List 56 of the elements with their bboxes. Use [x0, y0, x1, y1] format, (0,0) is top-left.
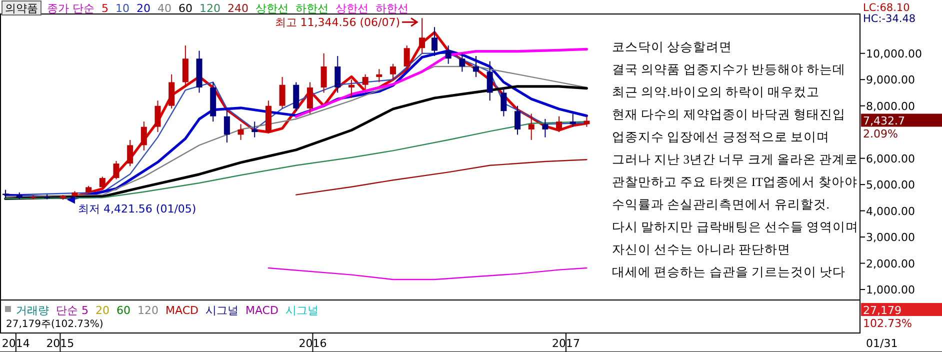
text: 2.09% [863, 128, 898, 141]
annotation: 대세에 편승하는 습관을 기르는것이 낫다 [612, 265, 846, 279]
annotation: 결국 의약품 업종지수가 반등해야 하는데 [612, 62, 846, 76]
line-series [268, 267, 588, 280]
line-series [4, 85, 588, 200]
annotation: 다시 말하지만 급락배팅은 선수들 영역이며 [612, 220, 858, 234]
y-tick-label: 10,000.00 [866, 47, 922, 60]
text: LC:68.10 [863, 2, 910, 14]
text: 102.73% [863, 317, 912, 330]
text: 거래량 [16, 304, 49, 317]
text: 60 [116, 304, 130, 317]
text: HC:-34.48 [863, 13, 916, 25]
text: 120 [138, 304, 158, 317]
annotation: 업종지수 입장에선 긍정적으로 보이며 [612, 130, 830, 144]
text: 10 [116, 2, 130, 15]
text: 7,432.7 [863, 114, 905, 128]
text: 60 [178, 2, 192, 15]
annotation: 관찰만하고 주요 타켓은 IT업종에서 찾아야 [612, 175, 858, 189]
y-tick-label: 2,000.00 [866, 257, 915, 270]
y-tick-label: 5,000.00 [866, 178, 915, 192]
text: 시그널 [285, 304, 318, 317]
text: 40 [158, 2, 172, 15]
text: MACD [245, 304, 278, 317]
annotation: 최고 11,344.56 (06/07) [274, 16, 400, 30]
text: 시그널 [205, 304, 238, 317]
annotation: 최저 4,421.56 (01/05) [78, 202, 196, 216]
y-tick-label: 9,000.00 [866, 74, 915, 87]
text: 5 [102, 2, 108, 15]
text: MACD [166, 304, 198, 317]
line-series [296, 159, 588, 196]
text: 120 [200, 2, 220, 15]
text: 27,179 [863, 304, 902, 317]
y-tick-label: 1,000.00 [866, 284, 915, 297]
annotation: 수익률과 손실관리측면에서 유리할것. [612, 198, 830, 212]
text: 하한선 [376, 2, 408, 15]
annotation: 그러나 지난 3년간 너무 크게 올라온 관계로 [612, 152, 858, 166]
text: 20 [136, 2, 150, 15]
y-tick-label: 8,000.00 [866, 100, 915, 113]
y-tick-label: 6,000.00 [866, 152, 915, 166]
annotation: 하한선 [296, 2, 328, 15]
annotation: 상한선 [256, 2, 288, 15]
legend-title: 종가 단순 [47, 2, 94, 15]
y-tick-label: 3,000.00 [866, 231, 915, 244]
chart-title: 의약품 [5, 2, 38, 15]
text: 20 [96, 304, 110, 317]
annotation: 현재 다수의 제약업종이 바닥권 형태진입 [612, 108, 846, 122]
text: 상한선 [336, 2, 368, 15]
text: 01/31 [866, 337, 898, 350]
text: 단순 5 [56, 304, 88, 317]
annotation: 자신이 선수는 아니라 판단하면 [612, 242, 790, 256]
annotation: 코스닥이 상승할려면 [612, 40, 732, 54]
text: 240 [228, 2, 248, 15]
text: 27,179주(102.73%) [6, 319, 104, 330]
line-series [294, 48, 588, 118]
annotation: 최근 의약.바이오의 하락이 매우컸고 [612, 85, 820, 99]
y-tick-label: 4,000.00 [866, 204, 915, 218]
